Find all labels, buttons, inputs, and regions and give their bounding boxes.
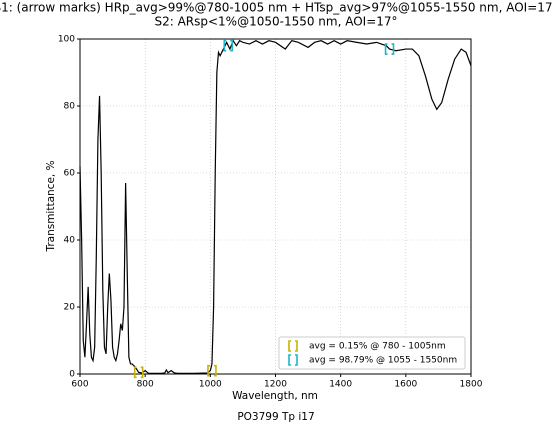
y-axis-label: Transmittance, % [45,160,57,252]
x-axis-label: Wavelength, nm [232,390,318,402]
footer: PO3799 Tp i17 [237,411,314,423]
marker [207,364,217,377]
legend-symbol [288,354,298,366]
legend-label: avg = 98.79% @ 1055 - 1550nm [309,356,457,366]
x-tick-label: 1000 [199,380,222,390]
data-line [79,39,472,374]
marker [223,39,234,52]
y-tick-label: 20 [64,303,76,313]
y-tick-label: 100 [58,35,75,45]
chart-title: S1: (arrow marks) HRp_avg>99%@780-1005 n… [0,1,553,15]
y-tick-label: 80 [64,102,76,112]
y-tick-label: 60 [64,169,76,179]
marker [384,43,395,55]
x-tick-label: 800 [137,380,154,390]
x-tick-label: 600 [71,380,88,390]
marker [133,366,144,379]
x-tick-label: 1600 [394,380,417,390]
chart-subtitle: S2: ARsp<1%@1050-1550 nm, AOI=17° [154,15,397,29]
legend-box [278,336,466,370]
plot-frame [79,38,472,375]
legend-symbol [288,340,298,352]
legend-label: avg = 0.15% @ 780 - 1005nm [309,342,446,352]
y-tick-label: 40 [64,236,76,246]
x-tick-label: 1200 [264,380,287,390]
x-tick-label: 1400 [329,380,352,390]
x-tick-label: 1800 [460,380,483,390]
y-tick-label: 0 [69,370,75,380]
